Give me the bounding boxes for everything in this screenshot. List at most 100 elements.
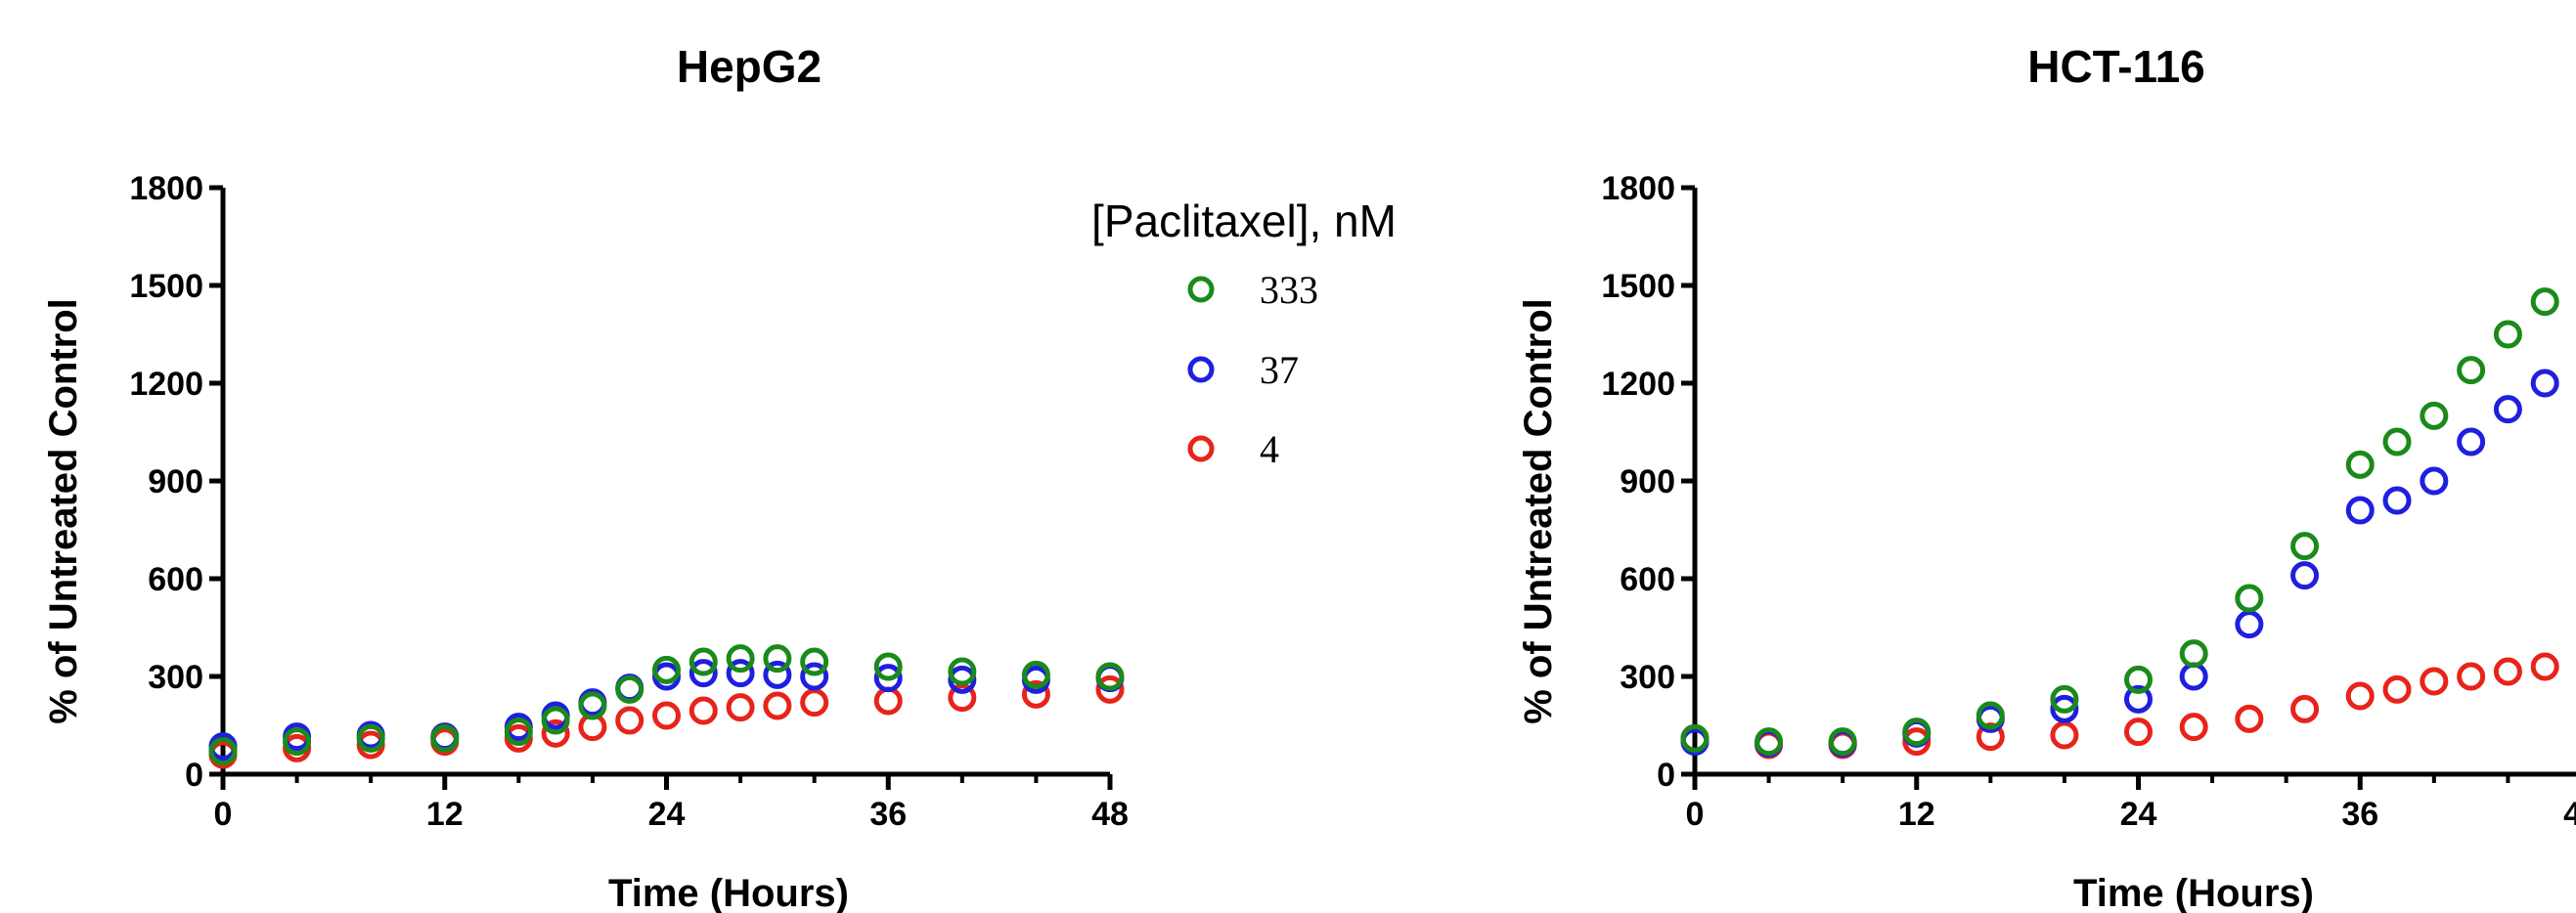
data-point <box>800 662 829 691</box>
series-333 <box>1680 287 2559 757</box>
legend-entry-333: 333 <box>1187 268 1318 312</box>
legend-marker <box>1187 276 1215 303</box>
chart-title: HepG2 <box>677 41 822 92</box>
data-point <box>763 644 792 674</box>
legend-marker <box>1187 356 1215 383</box>
y-tick-label: 1500 <box>1601 268 1675 305</box>
x-tick-label: 48 <box>1091 796 1129 833</box>
data-point <box>2345 496 2375 525</box>
legend-label: 4 <box>1260 427 1279 471</box>
data-point <box>2382 427 2412 456</box>
data-point <box>2290 532 2320 561</box>
data-point <box>2457 662 2486 691</box>
data-point <box>873 686 903 716</box>
data-point <box>2235 584 2264 613</box>
data-point <box>2124 717 2153 747</box>
x-tick-label: 24 <box>2120 796 2157 833</box>
y-tick-label: 900 <box>1620 463 1675 500</box>
y-tick-label: 300 <box>1620 659 1675 696</box>
y-tick-label: 1200 <box>1601 366 1675 403</box>
y-tick-label: 1800 <box>129 170 203 207</box>
series-333 <box>208 644 1125 766</box>
legend-entry-4: 4 <box>1187 427 1279 471</box>
data-point <box>688 659 718 688</box>
y-axis-label: % of Untreated Control <box>1517 298 1560 724</box>
x-axis-label: Time (Hours) <box>608 872 849 913</box>
y-tick-label: 0 <box>1657 757 1675 794</box>
x-tick-label: 12 <box>1898 796 1935 833</box>
data-point <box>2124 684 2153 714</box>
x-tick-label: 48 <box>2563 796 2576 833</box>
data-point <box>1095 674 1125 704</box>
data-point <box>615 674 644 704</box>
data-point <box>2290 694 2320 723</box>
data-point <box>1902 727 1932 757</box>
data-point <box>2050 694 2079 723</box>
y-tick-label: 600 <box>1620 561 1675 598</box>
data-point <box>688 696 718 725</box>
data-point <box>800 688 829 717</box>
data-point <box>1021 679 1050 709</box>
data-point <box>578 691 607 720</box>
data-point <box>652 655 681 684</box>
data-point <box>2290 561 2320 590</box>
y-tick-label: 0 <box>185 757 203 794</box>
data-point <box>2457 427 2486 456</box>
data-point <box>2530 287 2559 317</box>
series-4 <box>1680 652 2559 760</box>
legend-label: 333 <box>1260 268 1318 312</box>
data-point <box>948 683 977 713</box>
series-37 <box>1680 369 2559 758</box>
data-point <box>2420 466 2449 496</box>
x-tick-label: 36 <box>2341 796 2378 833</box>
y-tick-label: 300 <box>148 659 203 696</box>
x-tick-label: 0 <box>214 796 233 833</box>
data-point <box>726 693 755 722</box>
data-point <box>2345 450 2375 479</box>
x-tick-label: 0 <box>1686 796 1705 833</box>
series-4 <box>208 674 1125 769</box>
data-point <box>1902 717 1932 747</box>
data-point <box>873 664 903 693</box>
data-point <box>1680 723 1710 753</box>
data-point <box>652 701 681 730</box>
y-tick-label: 1800 <box>1601 170 1675 207</box>
data-point <box>2530 652 2559 681</box>
data-point <box>2493 395 2522 424</box>
chart-panel-hepg2: HepG2 % of Untreated Control Time (Hours… <box>42 41 1129 913</box>
data-point <box>2420 667 2449 696</box>
data-point <box>2493 657 2522 686</box>
data-point <box>208 737 238 766</box>
data-point <box>726 644 755 674</box>
data-point <box>2050 684 2079 714</box>
y-tick-label: 1200 <box>129 366 203 403</box>
data-point <box>1021 660 1050 689</box>
data-point <box>2382 486 2412 515</box>
data-point <box>2179 662 2208 691</box>
data-point <box>2235 610 2264 639</box>
series-37 <box>208 659 1125 761</box>
y-axis-label: % of Untreated Control <box>42 298 85 724</box>
legend-marker <box>1187 435 1215 462</box>
data-point <box>2457 356 2486 385</box>
data-point <box>1828 727 1857 757</box>
y-tick-label: 1500 <box>129 268 203 305</box>
data-point <box>1095 662 1125 691</box>
data-point <box>1754 727 1784 757</box>
y-tick-label: 600 <box>148 561 203 598</box>
data-point <box>2420 401 2449 430</box>
data-point <box>615 706 644 735</box>
data-point <box>2179 713 2208 742</box>
data-point <box>948 665 977 694</box>
data-point <box>2124 665 2153 694</box>
data-point <box>726 659 755 688</box>
data-point <box>800 647 829 676</box>
legend-title: [Paclitaxel], nM <box>1091 196 1397 246</box>
data-point <box>356 723 385 753</box>
data-point <box>2530 369 2559 398</box>
legend-label: 37 <box>1260 348 1299 392</box>
chart-title: HCT-116 <box>2027 41 2205 92</box>
data-point <box>2493 320 2522 349</box>
data-point <box>2179 639 2208 669</box>
